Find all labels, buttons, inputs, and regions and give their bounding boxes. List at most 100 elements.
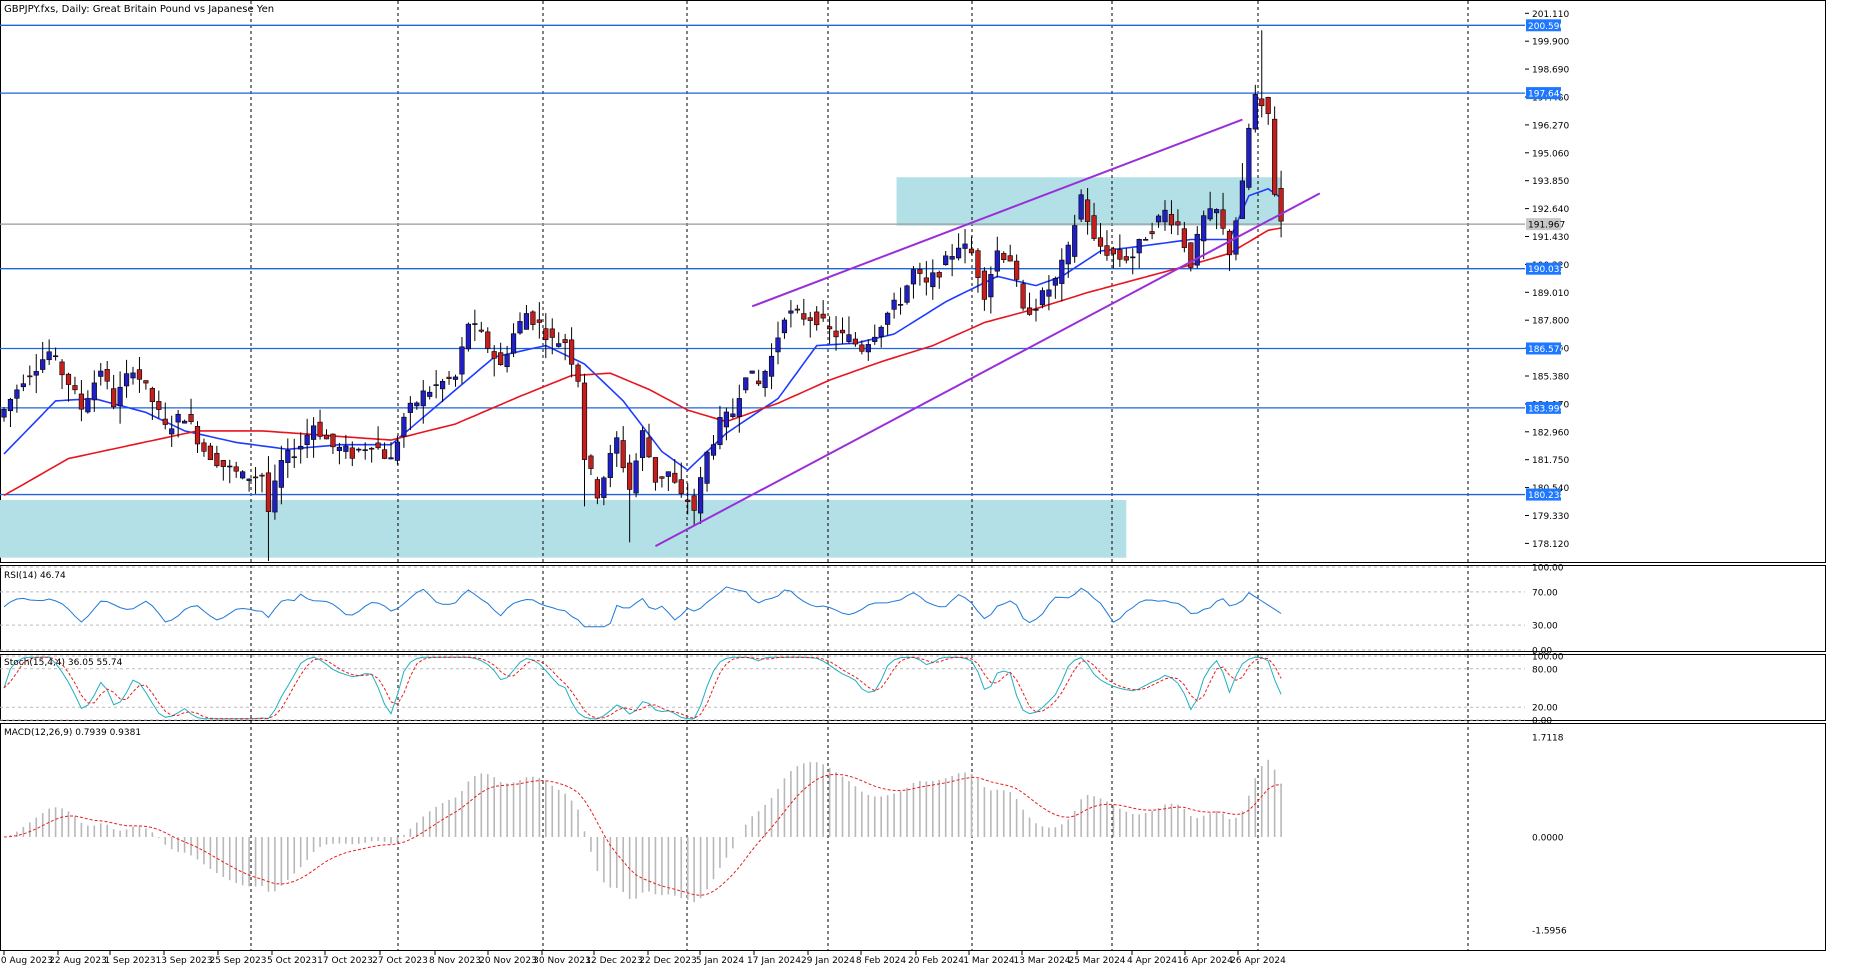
candle <box>1078 189 1084 223</box>
candle-body <box>330 433 336 448</box>
candle <box>1149 222 1155 240</box>
candle-body <box>369 447 375 450</box>
candle <box>826 316 833 344</box>
candle-body <box>1072 225 1078 257</box>
candle <box>188 398 194 425</box>
candle-body <box>381 449 388 459</box>
candle-body <box>117 386 123 407</box>
candle-body <box>459 346 465 375</box>
candle <box>781 317 788 339</box>
stoch-main-line <box>3 656 1282 720</box>
candle <box>762 369 768 397</box>
candle <box>601 475 607 506</box>
candle-body <box>962 243 968 249</box>
candle-body <box>349 447 355 459</box>
candle <box>627 454 633 543</box>
price-tick-label: 179.330 <box>1532 512 1569 522</box>
ma-line-slow <box>3 227 1282 497</box>
candle <box>839 317 846 344</box>
candle-body <box>130 372 136 379</box>
price-tick-label: 191.430 <box>1532 233 1569 243</box>
candle <box>381 442 388 460</box>
candle-body <box>1033 309 1039 311</box>
candle-body <box>794 308 800 311</box>
candle <box>446 370 452 385</box>
candle-body <box>233 466 239 472</box>
candle-body <box>878 326 884 337</box>
candle <box>975 248 981 293</box>
candle <box>478 321 484 333</box>
candle-body <box>7 398 14 412</box>
candle-body <box>14 389 20 399</box>
candle-body <box>517 321 523 334</box>
candle-body <box>936 272 942 278</box>
candle <box>233 461 239 478</box>
candle-body <box>1194 233 1200 266</box>
candle-body <box>910 269 917 285</box>
candle-body <box>1246 127 1252 188</box>
candle-body <box>323 434 330 440</box>
candle <box>710 435 717 460</box>
candle <box>175 409 181 438</box>
date-label-19: 13 Mar 2024 <box>1013 956 1070 965</box>
candle-body <box>814 311 820 326</box>
candle-body <box>414 402 420 407</box>
candle <box>910 266 917 299</box>
candle-body <box>478 329 484 332</box>
candle-body <box>33 371 39 376</box>
candle <box>65 372 72 402</box>
candle <box>859 340 865 355</box>
candle <box>878 325 884 348</box>
rsi-panel-border[interactable] <box>0 565 1826 652</box>
candle <box>697 466 704 524</box>
candle-body <box>1155 215 1162 223</box>
candle <box>40 341 46 374</box>
candle <box>814 306 820 331</box>
candle-body <box>52 355 59 358</box>
price-panel-border[interactable] <box>0 0 1826 563</box>
date-label-3: 13 Sep 2023 <box>155 956 212 965</box>
candle-body <box>575 364 581 382</box>
candle <box>452 374 459 387</box>
candle-body <box>697 477 704 514</box>
date-label-13: 5 Jan 2024 <box>696 956 744 965</box>
price-tick-label: 193.850 <box>1532 177 1569 187</box>
candle-body <box>220 460 226 467</box>
candle-body <box>401 416 407 437</box>
candle-body <box>1136 238 1142 254</box>
candle-body <box>265 472 272 512</box>
level-label-5: 183.999 <box>1528 404 1565 414</box>
candle-body <box>1104 245 1110 256</box>
candle <box>1207 191 1213 222</box>
level-label-bg <box>1526 342 1561 355</box>
candle-body <box>1026 307 1033 315</box>
candle <box>265 456 272 561</box>
candle-body <box>362 449 368 451</box>
candle-body <box>691 495 697 511</box>
candle-body <box>994 250 1000 272</box>
candle-body <box>633 460 639 494</box>
candle-body <box>20 383 26 388</box>
candle-body <box>91 382 97 401</box>
macd-label: MACD(12,26,9) 0.7939 0.9381 <box>4 728 141 738</box>
candle-body <box>723 411 729 428</box>
macd-panel-border[interactable] <box>0 723 1826 951</box>
candle <box>46 339 52 365</box>
candle-body <box>1278 188 1284 222</box>
date-label-8: 8 Nov 2023 <box>429 956 481 965</box>
candle <box>530 310 536 331</box>
candle-body <box>1214 209 1220 214</box>
candle-body <box>1059 259 1065 284</box>
channel-upper <box>751 118 1243 308</box>
candle <box>356 447 362 453</box>
candle <box>343 434 349 459</box>
candle <box>1 407 7 422</box>
candle-body <box>594 479 600 499</box>
stoch-signal-line <box>3 656 1282 720</box>
candle <box>162 402 168 430</box>
candle-body <box>136 369 143 380</box>
candle-body <box>65 373 72 385</box>
candle <box>414 401 420 410</box>
level-label-bg <box>1526 87 1561 100</box>
candle <box>349 441 355 467</box>
